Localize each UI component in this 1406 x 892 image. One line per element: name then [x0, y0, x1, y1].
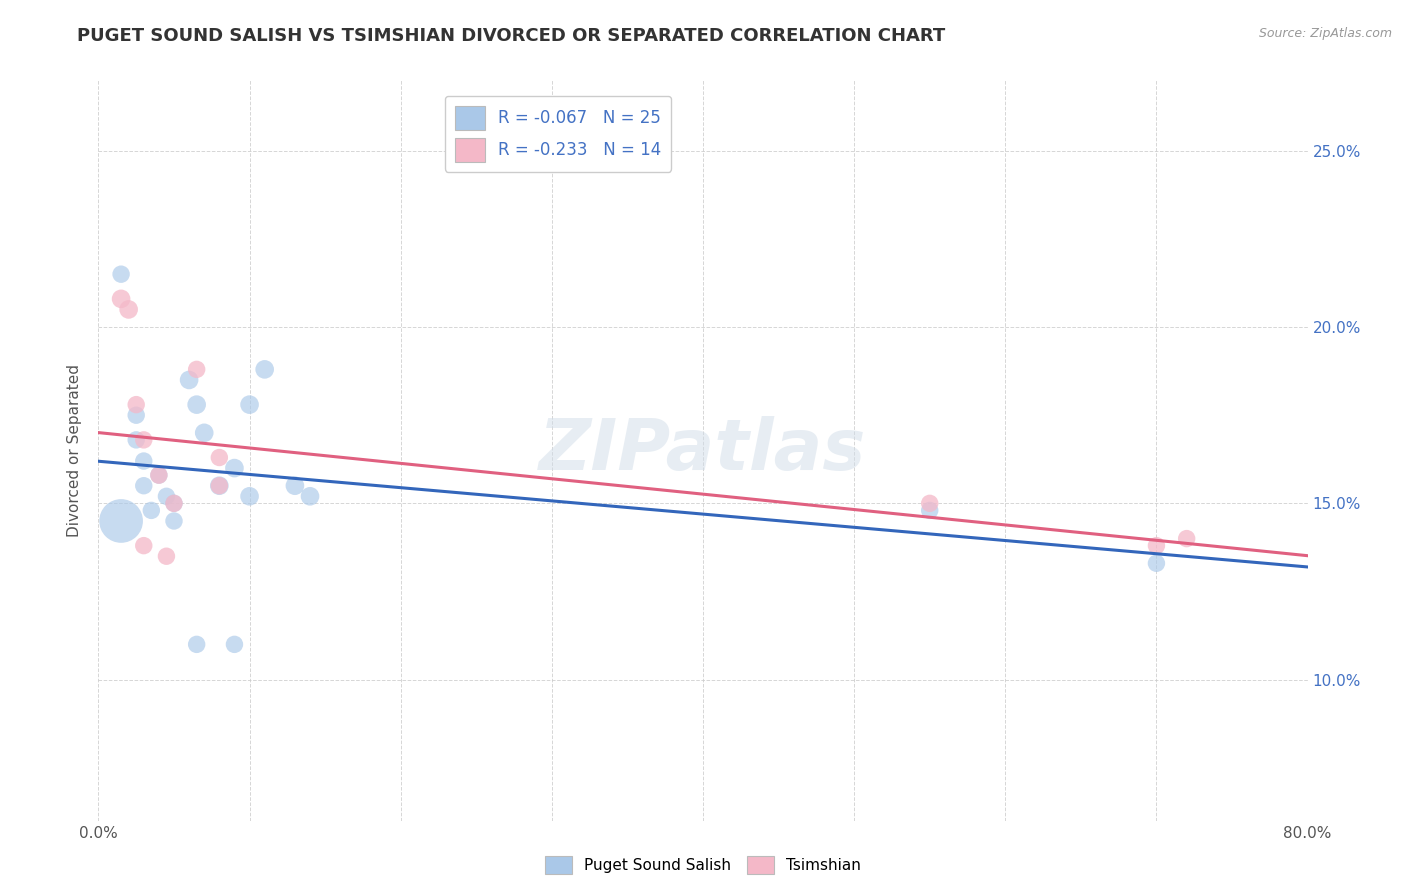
- Point: [186, 398, 208, 412]
- Point: [1144, 556, 1167, 570]
- Point: [179, 373, 201, 387]
- Legend: R = -0.067   N = 25, R = -0.233   N = 14: R = -0.067 N = 25, R = -0.233 N = 14: [444, 96, 671, 171]
- Point: [125, 433, 148, 447]
- Point: [918, 503, 941, 517]
- Point: [239, 489, 262, 503]
- Point: [193, 425, 215, 440]
- Y-axis label: Divorced or Separated: Divorced or Separated: [67, 364, 83, 537]
- Point: [224, 461, 246, 475]
- Point: [110, 514, 132, 528]
- Point: [284, 479, 307, 493]
- Point: [918, 496, 941, 510]
- Point: [224, 637, 246, 651]
- Text: PUGET SOUND SALISH VS TSIMSHIAN DIVORCED OR SEPARATED CORRELATION CHART: PUGET SOUND SALISH VS TSIMSHIAN DIVORCED…: [77, 27, 946, 45]
- Point: [148, 468, 170, 483]
- Point: [125, 398, 148, 412]
- Point: [186, 362, 208, 376]
- Point: [186, 637, 208, 651]
- Text: Source: ZipAtlas.com: Source: ZipAtlas.com: [1258, 27, 1392, 40]
- Point: [141, 503, 163, 517]
- Point: [163, 496, 186, 510]
- Point: [132, 479, 155, 493]
- Point: [132, 433, 155, 447]
- Point: [163, 496, 186, 510]
- Point: [118, 302, 141, 317]
- Point: [155, 549, 177, 564]
- Point: [125, 408, 148, 422]
- Point: [1175, 532, 1198, 546]
- Point: [132, 539, 155, 553]
- Point: [110, 292, 132, 306]
- Point: [155, 489, 177, 503]
- Point: [239, 398, 262, 412]
- Point: [132, 454, 155, 468]
- Point: [253, 362, 276, 376]
- Legend: Puget Sound Salish, Tsimshian: Puget Sound Salish, Tsimshian: [538, 850, 868, 880]
- Point: [110, 267, 132, 281]
- Point: [148, 468, 170, 483]
- Point: [1144, 539, 1167, 553]
- Point: [208, 479, 231, 493]
- Point: [208, 479, 231, 493]
- Text: ZIPatlas: ZIPatlas: [540, 416, 866, 485]
- Point: [163, 514, 186, 528]
- Point: [208, 450, 231, 465]
- Point: [299, 489, 322, 503]
